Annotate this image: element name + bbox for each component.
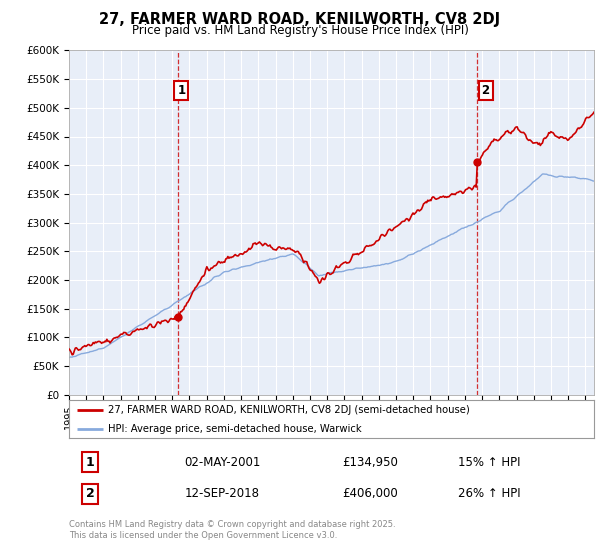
- Text: 27, FARMER WARD ROAD, KENILWORTH, CV8 2DJ (semi-detached house): 27, FARMER WARD ROAD, KENILWORTH, CV8 2D…: [109, 405, 470, 415]
- Text: 2: 2: [86, 487, 94, 501]
- Text: Price paid vs. HM Land Registry's House Price Index (HPI): Price paid vs. HM Land Registry's House …: [131, 24, 469, 36]
- Text: 2: 2: [481, 84, 490, 97]
- Text: 12-SEP-2018: 12-SEP-2018: [185, 487, 260, 501]
- Text: 26% ↑ HPI: 26% ↑ HPI: [458, 487, 520, 501]
- Text: 27, FARMER WARD ROAD, KENILWORTH, CV8 2DJ: 27, FARMER WARD ROAD, KENILWORTH, CV8 2D…: [100, 12, 500, 27]
- Text: Contains HM Land Registry data © Crown copyright and database right 2025.
This d: Contains HM Land Registry data © Crown c…: [69, 520, 395, 540]
- Text: 1: 1: [86, 456, 94, 469]
- Text: £406,000: £406,000: [342, 487, 398, 501]
- Text: HPI: Average price, semi-detached house, Warwick: HPI: Average price, semi-detached house,…: [109, 424, 362, 434]
- Text: 1: 1: [178, 84, 185, 97]
- Text: £134,950: £134,950: [342, 456, 398, 469]
- Text: 15% ↑ HPI: 15% ↑ HPI: [458, 456, 520, 469]
- Text: 02-MAY-2001: 02-MAY-2001: [185, 456, 261, 469]
